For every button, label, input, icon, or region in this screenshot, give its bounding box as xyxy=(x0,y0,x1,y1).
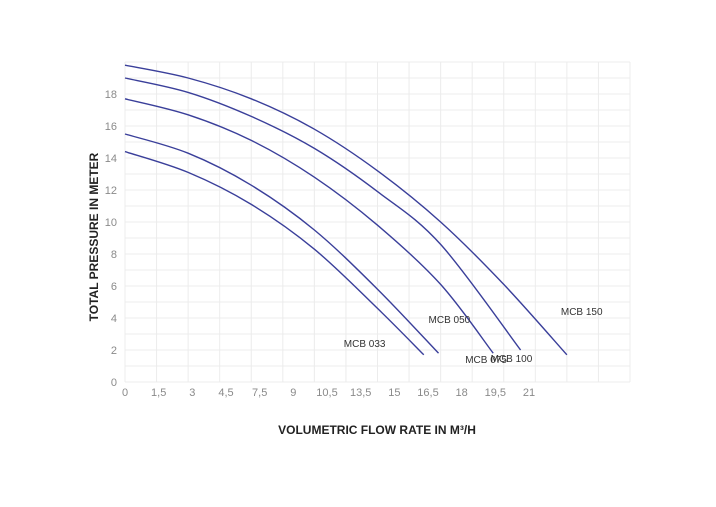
series-label: MCB 033 xyxy=(344,339,386,350)
x-axis-title: VOLUMETRIC FLOW RATE IN M³/H xyxy=(278,423,476,437)
series-line-mcb-150 xyxy=(124,64,568,356)
y-tick-label: 2 xyxy=(111,345,117,357)
grid xyxy=(124,61,631,383)
y-tick-label: 0 xyxy=(111,377,117,389)
series-line-mcb-075 xyxy=(124,98,494,354)
series-lines xyxy=(124,64,568,356)
y-tick-label: 12 xyxy=(105,185,117,197)
y-tick-label: 6 xyxy=(111,281,117,293)
x-tick-label: 18 xyxy=(456,387,468,399)
x-tick-label: 1,5 xyxy=(151,387,166,399)
x-tick-label: 15 xyxy=(388,387,400,399)
x-axis-ticks: 0 1,5 3 4,5 7,5 9 10,5 13,5 15 16,5 18 19,5 21 xyxy=(122,387,535,399)
y-tick-label: 16 xyxy=(105,121,117,133)
y-tick-label: 4 xyxy=(111,313,117,325)
x-tick-label: 7,5 xyxy=(252,387,267,399)
y-tick-label: 18 xyxy=(105,89,117,101)
x-tick-label: 19,5 xyxy=(485,387,506,399)
x-tick-label: 16,5 xyxy=(417,387,438,399)
x-tick-label: 13,5 xyxy=(350,387,371,399)
y-axis-title: TOTAL PRESSURE IN METER xyxy=(87,152,101,321)
series-label: MCB 150 xyxy=(561,307,603,318)
series-line-mcb-033 xyxy=(124,150,425,356)
x-tick-label: 3 xyxy=(189,387,195,399)
series-line-mcb-050 xyxy=(124,133,440,354)
x-tick-label: 0 xyxy=(122,387,128,399)
y-tick-label: 8 xyxy=(111,249,117,261)
series-line-mcb-100 xyxy=(124,77,522,351)
y-tick-label: 14 xyxy=(105,153,117,165)
y-axis-ticks: 0 2 4 6 8 10 12 14 16 18 xyxy=(105,89,117,389)
series-label: MCB 050 xyxy=(429,315,471,326)
series-label: MCB 075 xyxy=(465,355,507,366)
y-tick-label: 10 xyxy=(105,217,117,229)
x-tick-label: 21 xyxy=(523,387,535,399)
x-tick-label: 4,5 xyxy=(218,387,233,399)
x-tick-label: 9 xyxy=(290,387,296,399)
series-label: MCB 100 xyxy=(491,354,533,365)
x-tick-label: 10,5 xyxy=(316,387,337,399)
